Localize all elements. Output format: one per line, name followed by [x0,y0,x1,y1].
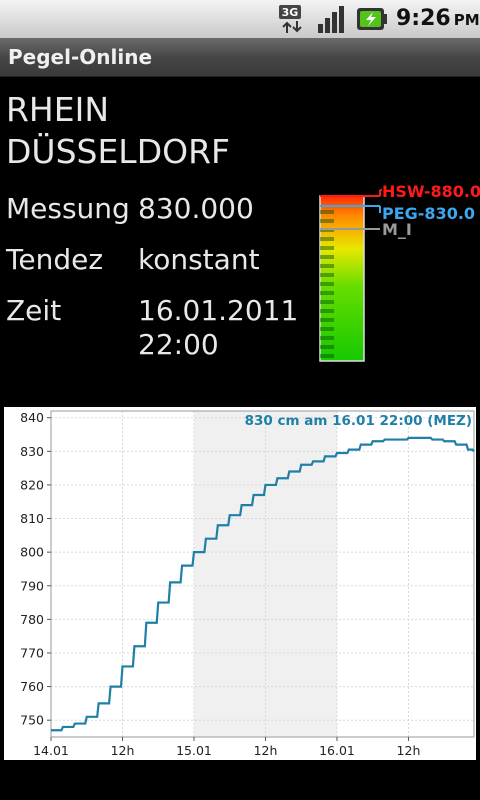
chart-y-tick-label: 770 [20,645,44,660]
clock-ampm: PM [453,11,480,29]
chart-annotation: 830 cm am 16.01 22:00 (MEZ) [245,413,472,429]
zeit-label: Zeit [6,294,62,327]
zeit-time: 22:00 [138,328,219,361]
tendenz-value: konstant [138,243,260,276]
chart-y-tick-label: 840 [20,410,44,425]
gauge-tick [320,309,334,313]
gauge-tick [320,345,334,349]
chart-x-tick-label: 12h [111,743,135,758]
gauge-tick [320,354,334,358]
chart-y-tick-label: 830 [20,444,44,459]
app-title-bar: Pegel-Online [0,38,480,77]
chart-y-tick-label: 820 [20,477,44,492]
chart-y-tick-label: 800 [20,545,44,560]
chart-plot-frame [50,410,475,738]
messung-value: 830.000 [138,192,254,225]
gauge-tick [320,327,334,331]
chart-y-tick-label: 780 [20,612,44,627]
chart-y-tick-label: 750 [20,713,44,728]
network-3g-icon: 3G [279,5,302,33]
mi-label: M_I [382,220,412,239]
gauge-tick [320,246,334,250]
chart-x-tick-label: 16.01 [319,743,355,758]
chart-highlight-band [193,411,337,737]
gauge-tick [320,300,334,304]
gauge-tick [320,318,334,322]
chart-x-tick-label: 12h [397,743,421,758]
chart-x-tick-label: 12h [254,743,278,758]
gauge-tick [320,237,334,241]
messung-label: Messung [6,192,130,225]
chart-y-axis: 750 760 770 780 790 800 810 820 830 840 [20,410,51,728]
svg-text:3G: 3G [282,6,299,19]
gauge-tick [320,210,334,214]
gauge-tick [320,255,334,259]
gauge-tick [320,273,334,277]
app-title: Pegel-Online [8,45,153,69]
zeit-date: 16.01.2011 [138,294,299,327]
chart-grid [50,411,474,737]
signal-strength-icon [318,6,344,33]
status-bar: 3G 9:26 PM [0,0,480,38]
gauge-tick [320,282,334,286]
river-name: RHEIN [6,90,110,129]
tendenz-label: Tendez [6,243,104,276]
gauge-tick [320,336,334,340]
gauge-tick [320,219,334,223]
chart-series-line [51,436,475,732]
chart-x-tick-label: 15.01 [176,743,212,758]
clock-time: 9:26 [396,6,451,31]
clock: 9:26 PM [396,5,480,33]
chart-x-axis: 14.01 12h 15.01 12h 16.01 12h [33,737,420,758]
peg-label: PEG-830.0 [382,204,475,223]
gauge-tick [320,291,334,295]
station-name: DÜSSELDORF [6,132,230,171]
chart-y-tick-label: 810 [20,511,44,526]
gauge-bar [319,195,365,362]
gauge-tick [320,264,334,268]
chart-y-tick-label: 790 [20,578,44,593]
chart-y-tick-label: 760 [20,679,44,694]
water-level-gauge: HSW-880.0 PEG-830.0 M_I [319,182,480,362]
hsw-label: HSW-880.0 [382,182,480,201]
chart-x-tick-label: 14.01 [33,743,69,758]
battery-charging-icon [357,8,387,30]
